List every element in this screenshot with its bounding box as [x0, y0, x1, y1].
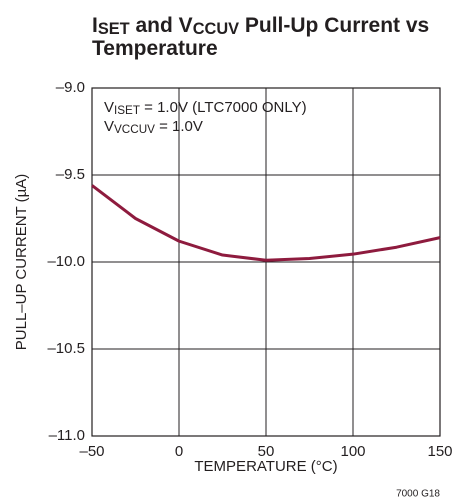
y-tick-label: –10.0	[47, 253, 85, 270]
chart-title-part: and V	[130, 14, 193, 37]
annotation: VISET = 1.0V (LTC7000 ONLY)	[104, 99, 307, 117]
chart-title-part: SET	[98, 20, 130, 38]
annotation-part: ISET	[114, 104, 140, 117]
x-tick-label: 50	[258, 443, 275, 460]
chart-title-part: CCUV	[193, 20, 239, 38]
y-tick-label: –11.0	[49, 427, 85, 444]
annotation-part: VCCUV	[114, 123, 155, 136]
y-axis-label: PULL–UP CURRENT (µA)	[13, 174, 30, 350]
chart-title-part: Pull-Up Current vs	[239, 14, 429, 37]
annotation-part: = 1.0V (LTC7000 ONLY)	[140, 99, 307, 116]
y-tick-label: –10.5	[47, 340, 85, 357]
annotation: VVCCUV = 1.0V	[104, 118, 203, 136]
y-tick-label: –9.0	[56, 79, 85, 96]
x-tick-label: 0	[175, 443, 183, 460]
chart-title-part: Temperature	[92, 37, 218, 60]
data-line	[91, 184, 441, 262]
annotation-part: V	[104, 99, 114, 116]
x-axis-label: TEMPERATURE (°C)	[194, 458, 337, 475]
x-tick-label: –50	[79, 443, 104, 460]
chart-title: ISET and VCCUV Pull-Up Current vs	[92, 14, 429, 39]
x-tick-label: 150	[427, 443, 452, 460]
chart-title-part: I	[92, 14, 98, 37]
x-tick-label: 100	[340, 443, 365, 460]
annotation-part: V	[104, 118, 114, 135]
y-tick-label: –9.5	[56, 166, 85, 183]
footnote: 7000 G18	[396, 489, 440, 500]
chart-title: Temperature	[92, 37, 218, 60]
